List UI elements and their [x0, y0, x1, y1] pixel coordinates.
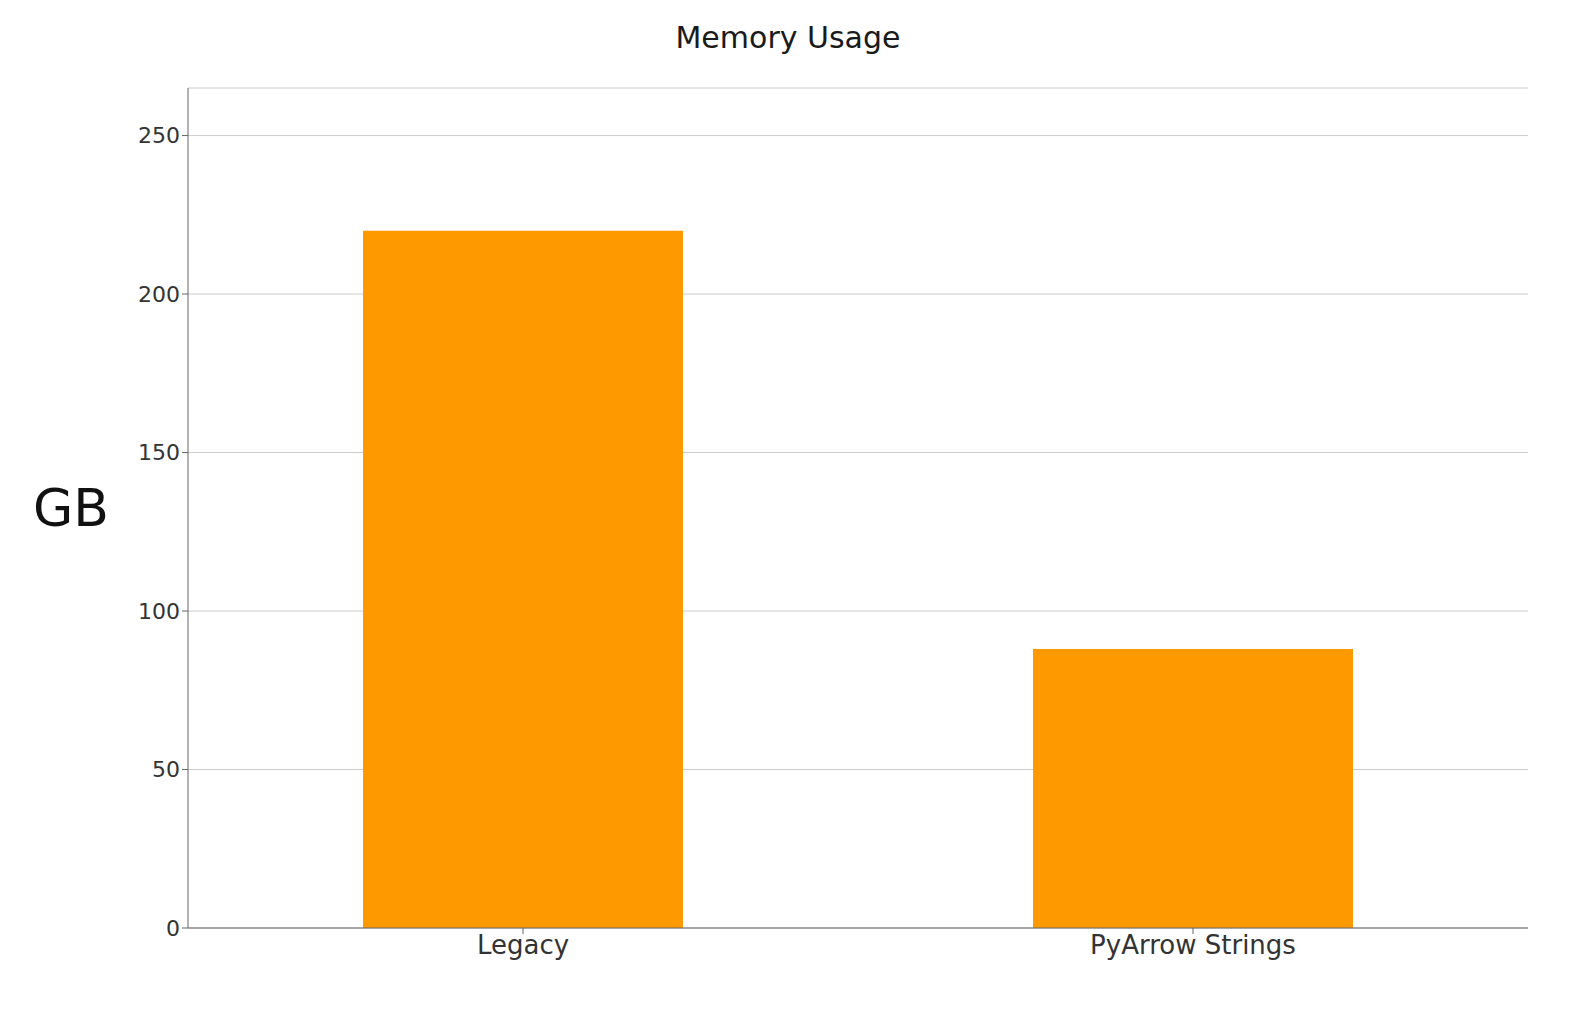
- svg-text:250: 250: [138, 123, 180, 148]
- svg-text:150: 150: [138, 440, 180, 465]
- svg-text:100: 100: [138, 599, 180, 624]
- html-text:Memory Usage: Memory Usage: [675, 20, 901, 55]
- svg-text:200: 200: [138, 282, 180, 307]
- svg-text:Legacy: Legacy: [477, 930, 569, 960]
- svg-text:0: 0: [166, 916, 180, 941]
- svg-text:GB: GB: [33, 478, 109, 538]
- svg-text:50: 50: [152, 757, 180, 782]
- svg-text:PyArrow Strings: PyArrow Strings: [1090, 930, 1296, 960]
